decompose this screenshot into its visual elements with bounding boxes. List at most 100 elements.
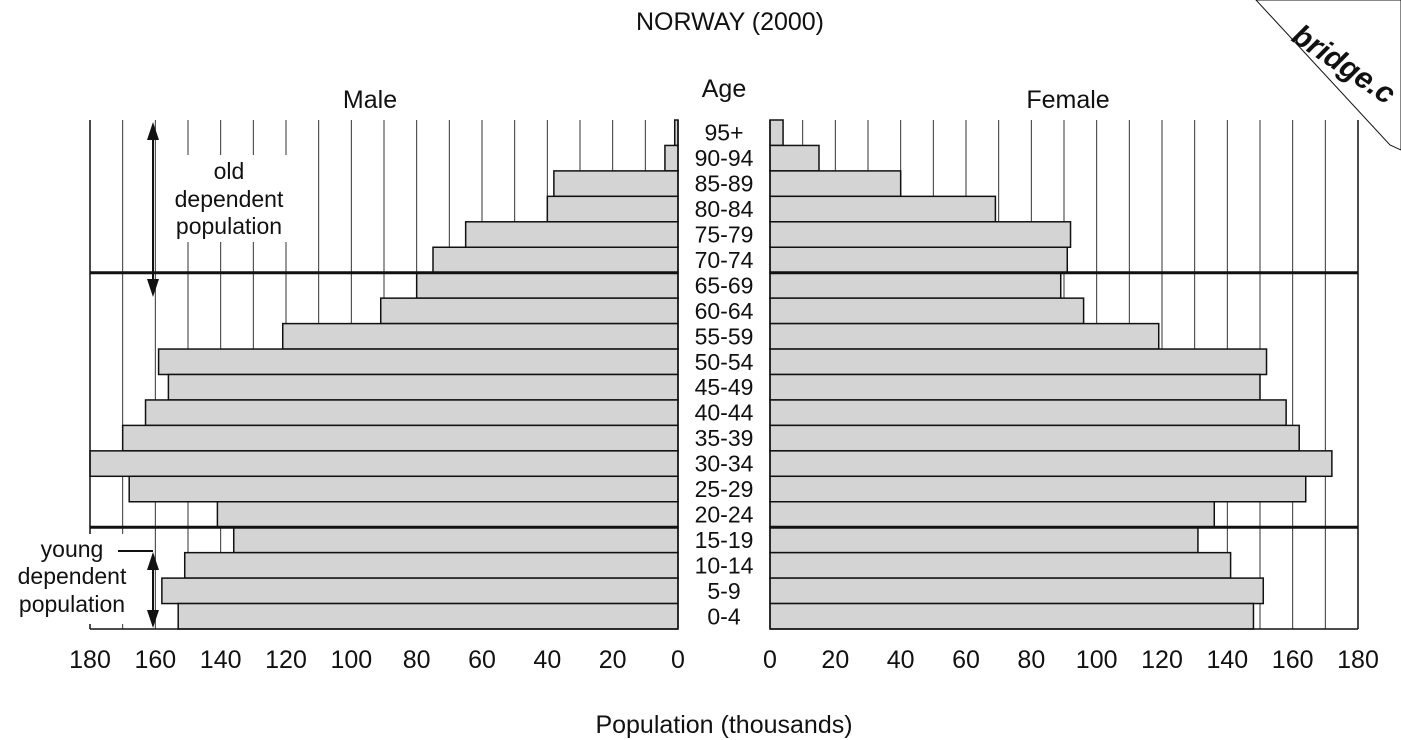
- legend-female: Female: [1026, 86, 1109, 114]
- male-x-tick-60: 60: [468, 646, 496, 674]
- male-bar-10-14: [183, 551, 679, 579]
- age-label-40-44: 40-44: [695, 400, 754, 426]
- young-annotation-line-1: young: [41, 536, 104, 562]
- female-bar-50-54: [769, 348, 1268, 376]
- x-axis-label: Population (thousands): [595, 711, 852, 739]
- old-annotation-line-3: population: [176, 213, 282, 239]
- male-x-tick-100: 100: [330, 646, 372, 674]
- male-bar-60-64: [379, 297, 679, 325]
- watermark: bridge.c: [1255, 0, 1401, 151]
- female-x-tick-60: 60: [952, 646, 980, 674]
- old-annotation-line-2: dependent: [175, 186, 284, 212]
- male-bar-65-69: [415, 271, 679, 299]
- age-label-30-34: 30-34: [695, 451, 754, 477]
- male-x-tick-80: 80: [403, 646, 431, 674]
- old-annotation-arrow-down: [147, 279, 159, 297]
- female-bar-10-14: [769, 551, 1232, 579]
- male-bar-45-49: [167, 373, 679, 401]
- legend-male: Male: [343, 86, 397, 114]
- age-label-5-9: 5-9: [707, 578, 740, 604]
- female-x-tick-40: 40: [887, 646, 915, 674]
- female-bar-0-4: [769, 602, 1255, 630]
- age-label-20-24: 20-24: [695, 501, 754, 527]
- age-label-0-4: 0-4: [707, 603, 740, 629]
- male-bar-70-74: [432, 246, 679, 274]
- female-x-tick-140: 140: [1206, 646, 1248, 674]
- age-label-95+: 95+: [704, 120, 743, 146]
- age-label-60-64: 60-64: [695, 298, 754, 324]
- age-label-65-69: 65-69: [695, 272, 754, 298]
- male-bar-35-39: [121, 424, 679, 452]
- age-label-15-19: 15-19: [695, 527, 754, 553]
- age-label-75-79: 75-79: [695, 222, 754, 248]
- male-x-tick-20: 20: [599, 646, 627, 674]
- male-x-tick-160: 160: [134, 646, 176, 674]
- labels-layer: 95+90-9485-8980-8475-7970-7465-6960-6455…: [69, 120, 1379, 674]
- female-bar-80-84: [769, 195, 997, 223]
- female-bar-35-39: [769, 424, 1300, 452]
- male-bar-80-84: [546, 195, 679, 223]
- female-x-tick-120: 120: [1141, 646, 1183, 674]
- male-x-tick-40: 40: [533, 646, 561, 674]
- old-annotation-bg: [168, 155, 298, 242]
- female-x-tick-20: 20: [821, 646, 849, 674]
- female-bar-55-59: [769, 322, 1160, 350]
- age-label-35-39: 35-39: [695, 425, 754, 451]
- young-annotation-line-2: dependent: [18, 563, 127, 589]
- female-bar-75-79: [769, 221, 1072, 249]
- male-bar-85-89: [553, 170, 679, 198]
- male-x-tick-140: 140: [200, 646, 242, 674]
- female-x-tick-160: 160: [1272, 646, 1314, 674]
- age-axis-label: Age: [702, 75, 746, 103]
- age-label-70-74: 70-74: [695, 247, 754, 273]
- male-bar-0-4: [177, 602, 679, 630]
- male-x-tick-0: 0: [671, 646, 685, 674]
- male-bar-20-24: [216, 501, 679, 528]
- female-x-tick-80: 80: [1017, 646, 1045, 674]
- male-bar-15-19: [232, 526, 679, 554]
- old-annotation-arrow-up: [147, 122, 159, 140]
- male-bar-25-29: [128, 475, 679, 503]
- chart-title: NORWAY (2000): [636, 8, 824, 36]
- female-bar-15-19: [769, 526, 1199, 554]
- young-dependent-annotation: young dependent population: [0, 534, 159, 628]
- female-bar-20-24: [769, 501, 1216, 528]
- frame-layer: [89, 120, 1359, 630]
- male-bar-90-94: [664, 144, 679, 172]
- young-annotation-line-3: population: [19, 591, 125, 617]
- female-bar-85-89: [769, 170, 902, 198]
- female-x-tick-100: 100: [1076, 646, 1118, 674]
- male-bar-50-54: [157, 348, 679, 376]
- male-x-tick-120: 120: [265, 646, 307, 674]
- age-label-90-94: 90-94: [695, 145, 754, 171]
- female-x-tick-0: 0: [763, 646, 777, 674]
- old-annotation-line-1: old: [214, 158, 245, 184]
- female-bar-90-94: [769, 144, 820, 172]
- age-label-50-54: 50-54: [695, 349, 754, 375]
- female-bar-95+: [769, 119, 784, 147]
- male-x-tick-180: 180: [69, 646, 111, 674]
- young-annotation-arrow-down: [147, 610, 159, 628]
- age-label-10-14: 10-14: [695, 552, 754, 578]
- female-x-tick-180: 180: [1337, 646, 1379, 674]
- male-bar-5-9: [161, 577, 679, 605]
- female-bar-5-9: [769, 577, 1265, 605]
- female-bar-60-64: [769, 297, 1085, 325]
- male-bar-55-59: [281, 322, 679, 350]
- age-label-80-84: 80-84: [695, 196, 754, 222]
- female-bar-70-74: [769, 246, 1069, 274]
- age-label-85-89: 85-89: [695, 171, 754, 197]
- female-bar-65-69: [769, 271, 1062, 299]
- old-dependent-annotation: old dependent population: [147, 122, 298, 297]
- age-label-45-49: 45-49: [695, 374, 754, 400]
- female-bar-40-44: [769, 399, 1287, 427]
- young-annotation-arrow-up: [147, 552, 159, 570]
- age-label-55-59: 55-59: [695, 323, 754, 349]
- bars-layer: [89, 119, 1333, 630]
- male-bar-30-34: [89, 450, 679, 478]
- age-label-25-29: 25-29: [695, 476, 754, 502]
- male-bar-40-44: [144, 399, 679, 427]
- male-bar-75-79: [464, 221, 679, 249]
- female-bar-30-34: [769, 450, 1333, 478]
- young-annotation-bg: [0, 534, 146, 624]
